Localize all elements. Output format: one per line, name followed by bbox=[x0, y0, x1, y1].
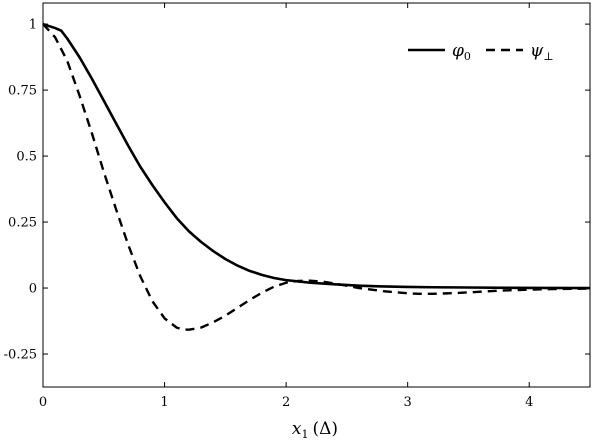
legend: φ0 ψ⊥ bbox=[408, 41, 554, 63]
x-axis-label: x1 (Δ) bbox=[292, 419, 338, 441]
x-tick-label: 0 bbox=[39, 395, 47, 410]
plot-area bbox=[42, 2, 591, 388]
y-tick-label: 0.75 bbox=[8, 84, 37, 99]
y-tick-label: 1 bbox=[29, 18, 37, 33]
x-tick-label: 1 bbox=[160, 395, 168, 410]
series-line-psi-perp bbox=[42, 23, 591, 331]
x-tick-label: 4 bbox=[525, 395, 533, 410]
y-tick-label: 0.5 bbox=[16, 150, 37, 165]
x-tick-label: 2 bbox=[282, 395, 290, 410]
series-layer bbox=[42, 22, 591, 331]
x-tick-label: 3 bbox=[404, 395, 412, 410]
y-tick-label: -0.25 bbox=[4, 348, 37, 363]
y-tick-label: 0.25 bbox=[8, 216, 37, 231]
y-tick-label: 0 bbox=[29, 282, 37, 297]
plot-frame bbox=[42, 2, 591, 388]
legend-label-phi0: φ0 bbox=[452, 41, 471, 63]
series-line-phi0 bbox=[42, 22, 591, 290]
ticks-layer: 0 1 2 3 4 -0.25 0 0.25 0.5 0.75 1 bbox=[4, 3, 590, 410]
legend-label-psi-perp: ψ⊥ bbox=[530, 41, 554, 63]
